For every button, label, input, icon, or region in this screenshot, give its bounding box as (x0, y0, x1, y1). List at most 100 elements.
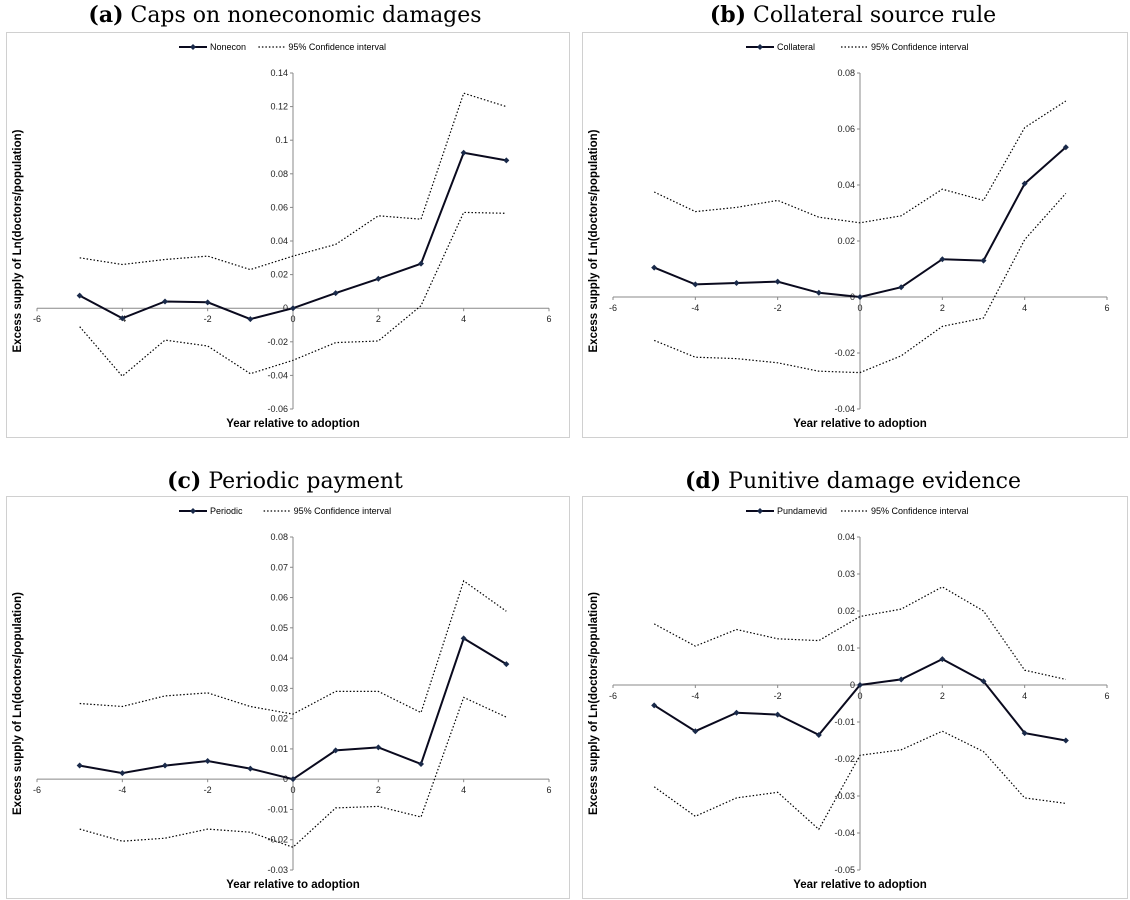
line-chart: -0.03-0.02-0.0100.010.020.030.040.050.06… (12, 506, 552, 891)
data-point-marker (692, 728, 699, 735)
data-point-marker (460, 635, 467, 642)
chart-area: -0.06 -0.04 -0.02 0 0.02 0.04 0.06 0.08 0.1 0.12 0… (6, 32, 570, 438)
panel-label: (d) (684, 468, 722, 494)
data-point-marker (332, 290, 339, 297)
data-point-marker (857, 682, 863, 688)
y-tick-label: -0.06 (267, 404, 288, 414)
data-point-marker (980, 257, 987, 264)
y-tick-label: 0.08 (270, 532, 288, 542)
y-tick-label: 0.04 (270, 653, 288, 663)
data-point-marker (815, 289, 822, 296)
chart-area: -0.05 -0.04 -0.03 -0.02 -0.01 0 0.01 0.02 0.03 0.… (582, 496, 1128, 899)
y-axis-title: Excess supply of Ln(doctors/population) (588, 129, 600, 352)
y-tick-label: 0.06 (270, 202, 288, 212)
x-tick-label: 2 (940, 691, 945, 701)
y-tick-label: 0.06 (270, 593, 288, 603)
y-tick-label: 0 (283, 774, 288, 784)
data-point-marker (76, 762, 83, 769)
data-point-marker (76, 292, 83, 299)
y-tick-label: 0.04 (837, 532, 855, 542)
legend: Collateral 95% Confidence interval (746, 42, 969, 52)
data-point-marker (733, 709, 740, 716)
legend: Pundamevid 95% Confidence interval (746, 506, 969, 516)
chart-title: Punitive damage evidence (728, 469, 1022, 494)
y-tick-label: 0.03 (837, 569, 855, 579)
x-tick-label: 4 (461, 314, 466, 324)
x-tick-label: 0 (290, 314, 295, 324)
x-tick-label: 6 (1104, 303, 1109, 313)
data-point-marker (460, 149, 467, 156)
x-tick-label: 6 (546, 314, 551, 324)
data-point-marker (418, 761, 424, 768)
x-tick-label: 4 (1022, 691, 1027, 701)
legend-estimate-label: Pundamevid (777, 506, 827, 516)
chart-title: Collateral source rule (753, 3, 997, 28)
y-tick-label: 0 (850, 680, 855, 690)
y-tick-label: 0.02 (837, 236, 855, 246)
data-point-marker (1021, 180, 1028, 187)
x-tick-label: -6 (609, 691, 617, 701)
data-point-marker (503, 661, 510, 668)
y-tick-label: 0.01 (837, 643, 855, 653)
x-axis-title: Year relative to adoption (793, 879, 927, 891)
data-point-marker (503, 157, 510, 164)
x-tick-label: -2 (774, 303, 782, 313)
data-point-marker (815, 731, 822, 738)
y-tick-label: -0.04 (834, 828, 855, 838)
legend: Nonecon 95% Confidence interval (179, 42, 386, 52)
data-point-marker (651, 702, 658, 709)
y-tick-label: -0.03 (267, 865, 288, 875)
ci-lower-line (653, 193, 1067, 374)
y-tick-label: -0.01 (834, 717, 855, 727)
x-tick-label: -6 (33, 314, 41, 324)
legend-estimate-label: Periodic (210, 506, 243, 516)
y-tick-label: 0.08 (837, 68, 855, 78)
panel-title: (b) Collateral source rule (576, 0, 1130, 30)
data-point-marker (290, 305, 296, 312)
ci-lower-line (653, 730, 1066, 831)
panel-b: (b) Collateral source rule -0.04 -0.02 0 0.… (576, 0, 1130, 440)
panel-label: (b) (709, 2, 747, 28)
data-point-marker (651, 264, 658, 271)
panel-c: (c) Periodic payment -0.03 -0.02 -0.01 0 0.0… (0, 466, 570, 899)
x-tick-label: 4 (1022, 303, 1027, 313)
y-tick-label: -0.02 (267, 835, 288, 845)
data-point-marker (898, 284, 905, 291)
legend-marker (757, 508, 763, 514)
y-tick-label: 0.01 (270, 744, 288, 754)
x-tick-label: 0 (857, 303, 862, 313)
x-tick-label: -2 (774, 691, 782, 701)
x-axis-title: Year relative to adoption (226, 879, 360, 891)
x-tick-label: -2 (204, 785, 212, 795)
legend-estimate-label: Nonecon (210, 42, 246, 52)
y-tick-label: 0 (283, 303, 288, 313)
x-tick-label: 2 (376, 785, 381, 795)
x-tick-label: -6 (609, 303, 617, 313)
y-tick-label: 0.12 (270, 102, 288, 112)
data-point-marker (939, 656, 946, 663)
x-tick-label: -4 (118, 785, 126, 795)
data-point-marker (939, 256, 946, 263)
y-tick-label: -0.02 (267, 337, 288, 347)
y-axis-title: Excess supply of Ln(doctors/population) (12, 129, 24, 352)
ci-lower-line (79, 211, 507, 378)
data-point-marker (247, 316, 254, 323)
legend-ci-label: 95% Confidence interval (288, 42, 386, 52)
ci-upper-line (79, 579, 507, 715)
x-tick-label: -6 (33, 785, 41, 795)
y-tick-label: 0.06 (837, 124, 855, 134)
x-tick-label: 0 (857, 691, 862, 701)
panel-title: (a) Caps on noneconomic damages (0, 0, 570, 30)
chart-area: -0.04 -0.02 0 0.02 0.04 0.06 0.08 -6 -4 -2 0 2 4 6 Col… (582, 32, 1128, 438)
panel-a: (a) Caps on noneconomic damages -0.06 -0.… (0, 0, 570, 440)
data-point-marker (1021, 730, 1028, 737)
chart-title: Caps on noneconomic damages (130, 3, 482, 28)
legend: Periodic 95% Confidence interval (179, 506, 391, 516)
data-point-marker (247, 765, 254, 772)
y-tick-label: -0.05 (834, 865, 855, 875)
x-axis-title: Year relative to adoption (793, 418, 927, 430)
y-tick-label: 0.02 (837, 606, 855, 616)
y-tick-label: -0.04 (267, 370, 288, 380)
panel-title: (c) Periodic payment (0, 466, 570, 496)
